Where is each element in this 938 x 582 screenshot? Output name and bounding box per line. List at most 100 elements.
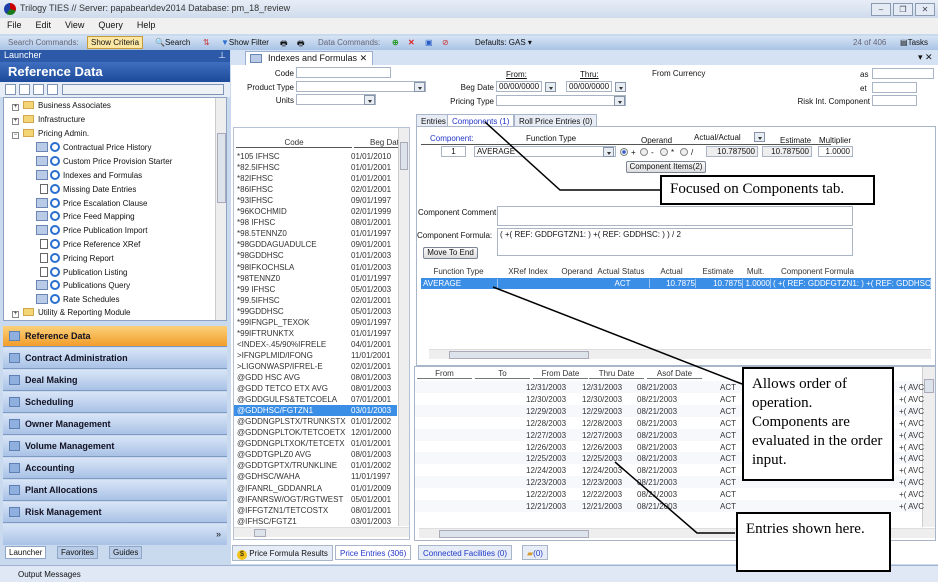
function-type-select[interactable]: AVERAGE [474,146,616,157]
multiplier-input[interactable]: 1.0000 [818,146,853,157]
menu-edit[interactable]: Edit [35,20,52,30]
table-row[interactable]: >LIGONWASP/IFREL-E 02/01/2001 [234,361,397,372]
tab-launcher[interactable]: Launcher [5,546,47,559]
find-next-icon[interactable] [47,84,58,95]
table-row[interactable]: *98GDDHSC 01/01/2003 [234,250,397,261]
product-type-select[interactable] [296,81,426,92]
tree-item[interactable]: + Infrastructure [12,114,85,128]
table-row[interactable]: 12/22/2003 12/22/2003 08/21/2003 ACT +( AVC [415,488,924,500]
operand-radio[interactable] [660,148,668,156]
column-header[interactable]: Asof Date [647,369,702,379]
tree-item[interactable]: Price Publication Import [36,225,147,238]
tree-item[interactable]: Contractual Price History [36,142,151,155]
tree-search-input[interactable] [62,84,224,95]
document-tab[interactable]: Indexes and Formulas ✕ [245,51,373,65]
chevron-down-icon[interactable] [614,96,625,106]
table-row[interactable]: @GDDNGPLTOK/TETCOETX 12/01/2000 [234,427,397,438]
table-row[interactable]: >IFNGPLMID/IFONG 11/01/2001 [234,350,397,361]
collapse-all-icon[interactable] [19,84,30,95]
column-header[interactable]: Mult. [746,267,765,276]
tree-item[interactable]: Price Reference XRef [36,239,140,252]
table-row[interactable]: *86IFHSC 02/01/2001 [234,184,397,195]
table-row[interactable]: @GDDTGPLZ0 AVG 08/01/2003 [234,449,397,460]
close-button[interactable]: ✕ [915,3,935,16]
units-select[interactable] [296,94,376,105]
tree-scrollbar[interactable] [215,98,226,320]
tree-item[interactable]: Custom Price Provision Starter [36,156,172,169]
tab-price-entries[interactable]: Price Entries (306) [335,545,412,560]
collapse-icon[interactable]: − [12,131,19,139]
tree-item[interactable]: Price Escalation Clause [36,197,147,211]
chevron-down-icon[interactable] [603,147,614,157]
column-header[interactable]: Estimate [702,267,734,276]
output-messages-bar[interactable]: Output Messages [0,565,938,582]
table-row[interactable]: @GDDTGPTX/TRUNKLINE 01/01/2002 [234,460,397,471]
code-input[interactable] [296,67,391,78]
column-header[interactable]: XRef Index [508,267,548,276]
table-row[interactable]: *98IFKOCHSLA 01/01/2003 [234,262,397,273]
nav-contract-administration[interactable]: Contract Administration [3,348,227,369]
tree-item[interactable]: Publications Query [36,280,130,293]
table-row[interactable]: *93IFHSC 09/01/1997 [234,195,397,206]
tab-notes[interactable]: ▰(0) [522,545,548,560]
expand-icon[interactable]: + [12,117,19,125]
column-header[interactable]: To [475,369,530,379]
delete-icon[interactable]: ✕ [408,38,415,47]
table-row[interactable]: @IFHSC/FGTZ1 03/01/2003 [234,516,397,527]
table-row[interactable]: @GDDNGPLSTX/TRUNKSTX 01/01/2002 [234,416,397,427]
tree-item[interactable]: Publication Listing [36,266,127,280]
calendar-dropdown-icon[interactable] [545,82,556,92]
column-header[interactable]: Function Type [433,267,484,276]
table-row[interactable]: 12/28/2003 12/28/2003 08/21/2003 ACT +( AVC [415,417,924,429]
column-header[interactable]: Actual [660,267,683,276]
column-header[interactable]: From [417,369,472,379]
table-row[interactable]: *99.5IFHSC 02/01/2001 [234,295,397,306]
nav-scheduling[interactable]: Scheduling [3,392,227,413]
nav-owner-management[interactable]: Owner Management [3,414,227,435]
tree-item[interactable]: Missing Date Entries [36,183,136,197]
table-row[interactable]: 12/26/2003 12/26/2003 08/21/2003 ACT +( AVC [415,441,924,453]
risk-int-component-input[interactable] [872,95,917,106]
table-row[interactable]: *98.5TENNZ0 01/01/1997 [234,228,397,239]
actual-type-select[interactable]: Actual/Actual [694,133,741,142]
table-row[interactable]: *99 IFHSC 05/01/2003 [234,284,397,295]
nav-risk-management[interactable]: Risk Management [3,502,227,523]
expand-icon[interactable]: + [12,104,19,111]
tab-guides[interactable]: Guides [109,546,143,559]
table-row[interactable]: *105 IFHSC 01/01/2010 [234,151,397,162]
pricing-type-select[interactable] [496,95,626,106]
menu-help[interactable]: Help [136,20,156,30]
table-row[interactable]: *98GDDAGUADULCE 09/01/2001 [234,239,397,250]
table-row[interactable]: @GDDNGPLTXOK/TETCETX 01/01/2001 [234,438,397,449]
component-items-button[interactable]: Component Items(2) [626,161,706,173]
nav-reference-data[interactable]: Reference Data [3,326,227,347]
tree-item[interactable]: + Utility & Reporting Module [12,308,130,320]
entries-grid-scrollbar[interactable] [922,367,935,527]
table-row[interactable]: @GDHSC/WAHA 11/01/1997 [234,471,397,482]
table-row[interactable]: *82IFHSC 01/01/2001 [234,173,397,184]
tab-favorites[interactable]: Favorites [57,546,98,559]
minimize-button[interactable]: – [871,3,891,16]
component-formula-input[interactable]: ( +( REF: GDDFGTZN1: ) +( REF: GDDHSC: )… [497,228,853,256]
table-row[interactable]: *98TENNZ0 01/01/1997 [234,273,397,284]
nav-plant-allocations[interactable]: Plant Allocations [3,480,227,501]
menu-query[interactable]: Query [98,20,123,30]
table-row[interactable]: @GDD TETCO ETX AVG 08/01/2003 [234,383,397,394]
tree-item[interactable]: Pricing Report [36,252,114,266]
close-tab-icon[interactable]: ✕ [359,53,368,63]
table-row[interactable]: *99IFTRUNKTX 01/01/1997 [234,328,397,339]
table-row[interactable]: *99IFNGPL_TEXOK 09/01/1997 [234,317,397,328]
tab-connected-facilities[interactable]: Connected Facilities (0) [418,545,513,560]
component-number-input[interactable]: 1 [441,146,466,157]
tree-item[interactable]: − Pricing Admin. [12,128,89,142]
cancel-icon[interactable]: ⊘ [442,38,449,47]
tree-item[interactable]: + Business Associates [12,101,111,114]
column-header-beg-date[interactable]: Beg Date [354,138,398,148]
expand-all-icon[interactable] [5,84,16,95]
table-row[interactable]: @IFANRL_GDDANRLA 01/01/2009 [234,483,397,494]
table-row[interactable]: @GDDHSC/FGTZN1 03/01/2003 [234,405,397,417]
column-header[interactable]: Thru Date [589,369,644,379]
table-row[interactable]: *96KOCHMID 02/01/1999 [234,206,397,217]
chevron-down-icon[interactable] [364,95,375,105]
save-icon[interactable]: ▣ [425,38,433,47]
